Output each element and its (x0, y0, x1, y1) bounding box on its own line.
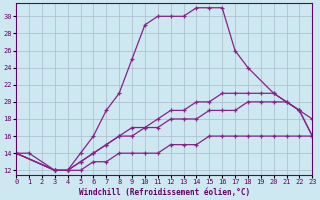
X-axis label: Windchill (Refroidissement éolien,°C): Windchill (Refroidissement éolien,°C) (79, 188, 250, 197)
